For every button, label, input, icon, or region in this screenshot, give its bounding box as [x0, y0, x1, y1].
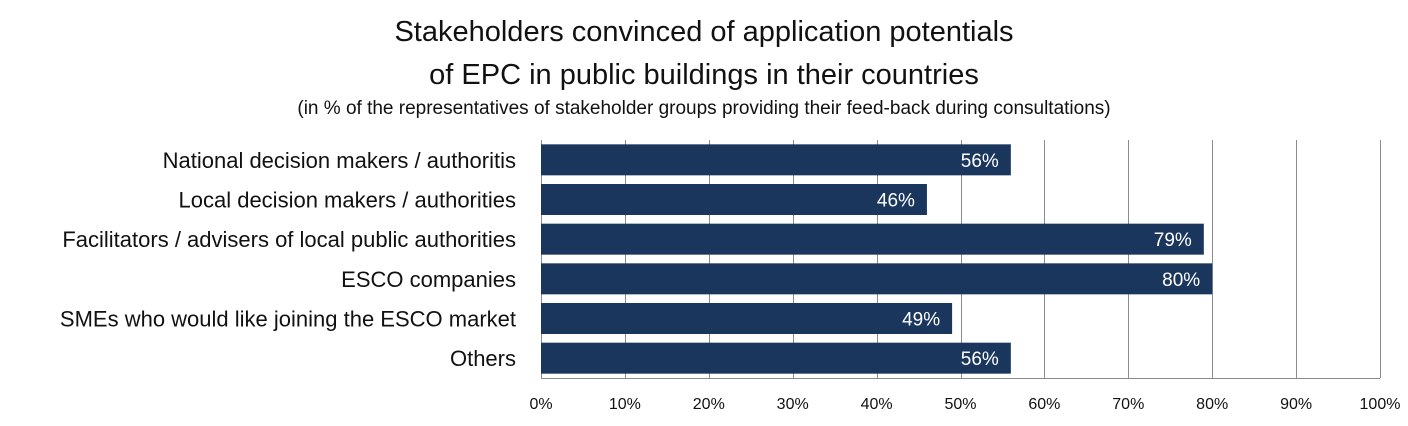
- bar: [541, 303, 953, 334]
- x-tick-label: 90%: [1280, 396, 1312, 413]
- bars: 56% 46% 79% 80% 49% 56%: [541, 144, 1213, 374]
- bar: [541, 342, 1011, 374]
- category-label: ESCO companies: [341, 267, 516, 292]
- grid-lines: [541, 140, 1381, 378]
- x-tick-label: 70%: [1112, 396, 1144, 413]
- category-label: National decision makers / authoritis: [163, 148, 516, 173]
- x-tick-label: 0%: [529, 396, 552, 413]
- x-tick-label: 80%: [1196, 396, 1228, 413]
- x-tick-label: 40%: [861, 396, 893, 413]
- chart-subtitle: (in % of the representatives of stakehol…: [297, 98, 1111, 119]
- category-label: Local decision makers / authorities: [179, 188, 517, 213]
- x-tick-label: 20%: [693, 396, 725, 413]
- bar: [541, 144, 1011, 176]
- x-tick-label: 10%: [609, 396, 641, 413]
- category-label: Others: [450, 346, 516, 371]
- x-tick-label: 60%: [1028, 396, 1060, 413]
- x-tick-label: 50%: [944, 396, 976, 413]
- data-label: 56%: [961, 349, 999, 370]
- data-label: 80%: [1162, 270, 1200, 291]
- bar: [541, 184, 927, 215]
- chart-title-line-2: of EPC in public buildings in their coun…: [429, 59, 979, 91]
- chart-title-line-1: Stakeholders convinced of application po…: [394, 16, 1014, 48]
- category-label: SMEs who would like joining the ESCO mar…: [60, 307, 516, 332]
- x-tick-label: 30%: [777, 396, 809, 413]
- data-label: 49%: [902, 310, 940, 331]
- x-tick-label: 100%: [1360, 396, 1401, 413]
- x-axis: 0% 10% 20% 30% 40% 50% 60% 70% 80% 90% 100%: [529, 378, 1401, 413]
- category-label: Facilitators / advisers of local public …: [62, 227, 516, 252]
- data-label: 56%: [961, 151, 999, 172]
- data-label: 46%: [877, 191, 915, 212]
- bar: [541, 263, 1213, 295]
- category-labels: National decision makers / authoritis Loc…: [60, 148, 516, 371]
- data-label: 79%: [1154, 230, 1192, 251]
- bar: [541, 223, 1204, 255]
